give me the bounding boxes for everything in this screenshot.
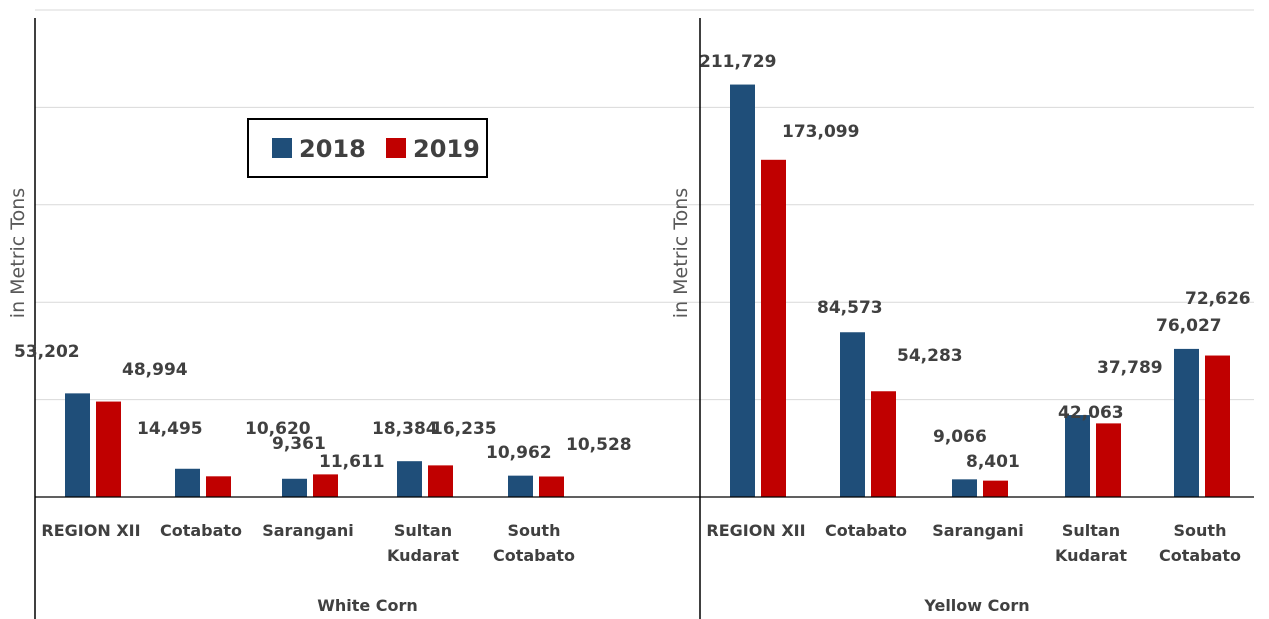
data-label-2018: 84,573: [817, 298, 883, 318]
category-label: South: [508, 521, 561, 540]
category-label: Kudarat: [387, 546, 459, 565]
bar-2019: [1205, 355, 1230, 497]
data-label-2019: 173,099: [782, 122, 859, 142]
data-label-2018: 14,495: [137, 419, 203, 439]
category-label: REGION XII: [41, 521, 140, 540]
category-label: Cotabato: [825, 521, 907, 540]
data-label-2019: 54,283: [897, 346, 963, 366]
group-label: White Corn: [317, 596, 418, 615]
category-label: Cotabato: [160, 521, 242, 540]
bar-2018: [730, 84, 755, 497]
bar-2018: [282, 478, 307, 497]
legend: 2018 2019: [247, 118, 488, 178]
category-label: Sarangani: [932, 521, 1024, 540]
category-label: Kudarat: [1055, 546, 1127, 565]
bar-2018: [397, 461, 422, 497]
bar-2018: [1065, 415, 1090, 497]
data-label-2019: 11,611: [319, 452, 385, 472]
bar-2018: [1174, 348, 1199, 497]
category-label: Sultan: [1062, 521, 1120, 540]
y-axis-title: in Metric Tons: [670, 188, 692, 318]
data-label-2019: 16,235: [431, 419, 497, 439]
category-label: South: [1174, 521, 1227, 540]
bar-2019: [983, 480, 1008, 497]
data-label-2018: 211,729: [699, 52, 776, 72]
gridlines: [35, 9, 1254, 401]
bar-2019: [206, 476, 231, 497]
data-label-2019: 37,789: [1097, 358, 1163, 378]
bars: [65, 84, 1230, 497]
bar-2018: [952, 479, 977, 497]
group-label: Yellow Corn: [923, 596, 1029, 615]
data-label-2018: 18,384: [372, 419, 438, 439]
bar-2019: [428, 465, 453, 497]
bar-2019: [871, 391, 896, 497]
data-label-2018: 10,962: [486, 443, 552, 463]
bar-2019: [761, 159, 786, 497]
data-label-2018: 53,202: [14, 342, 80, 362]
bar-2019: [539, 476, 564, 497]
category-label: REGION XII: [706, 521, 805, 540]
labels: 53,202 48,994 REGION XII 14,495 10,620 Cotaba…: [7, 52, 1251, 615]
legend-swatch-2019: [386, 138, 406, 158]
category-label: Sultan: [394, 521, 452, 540]
legend-label-2019: 2019: [413, 135, 480, 163]
bar-2018: [840, 332, 865, 497]
data-label-2018: 76,027: [1156, 316, 1222, 336]
data-label-2019: 8,401: [966, 452, 1020, 472]
bar-2018: [65, 393, 90, 497]
category-label: Sarangani: [262, 521, 354, 540]
bar-2019: [1096, 423, 1121, 497]
data-label-2019: 48,994: [122, 360, 188, 380]
y-axis-title: in Metric Tons: [7, 188, 29, 318]
axes: [34, 9, 1254, 619]
bar-2018: [175, 468, 200, 497]
data-label-2018: 42,063: [1058, 403, 1124, 423]
bar-2018: [508, 475, 533, 497]
legend-swatch-2018: [272, 138, 292, 158]
data-label-2019: 10,620: [245, 419, 311, 439]
bar-2019: [313, 474, 338, 497]
data-label-2019: 10,528: [566, 435, 632, 455]
legend-label-2018: 2018: [299, 135, 366, 163]
bar-2019: [96, 401, 121, 497]
data-label-2018: 9,361: [272, 434, 326, 454]
data-label-2019: 72,626: [1185, 289, 1251, 309]
category-label: Cotabato: [493, 546, 575, 565]
category-label: Cotabato: [1159, 546, 1241, 565]
data-label-2018: 9,066: [933, 427, 987, 447]
